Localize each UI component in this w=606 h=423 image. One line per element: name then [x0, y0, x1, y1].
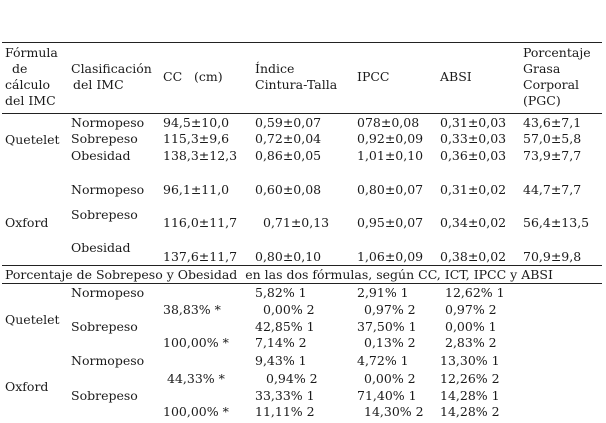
s2-o-ict-4: 11,11% 2 [255, 404, 315, 419]
o-obes-cc: 137,6±11,7 [163, 249, 238, 264]
s2-q-ipcc-1: 2,91% 1 [357, 285, 409, 300]
s2-q-absi-3: 0,00% 1 [445, 319, 497, 334]
q-sobre-cc: 115,3±9,6 [163, 131, 230, 146]
s2-q-absi-2: 0,97% 2 [445, 302, 497, 317]
s2-q-cc-1: 38,83% * [163, 302, 221, 317]
s2-q-ict-1: 5,82% 1 [255, 285, 307, 300]
s2-q-normo: Normopeso [71, 285, 145, 300]
oxford-label: Oxford [5, 215, 49, 230]
s2-q-absi-1: 12,62% 1 [445, 285, 505, 300]
o-sobre-absi: 0,34±0,02 [440, 215, 507, 230]
o-normo-ipcc: 0,80±0,07 [357, 182, 424, 197]
top-rule [2, 42, 602, 43]
s2-q-cc-2: 100,00% * [163, 335, 229, 350]
quetelet-label: Quetelet [5, 132, 60, 147]
o-sobre-pgc: 56,4±13,5 [523, 215, 590, 230]
q-normo-pgc: 43,6±7,1 [523, 115, 582, 130]
o-normo-pgc: 44,7±7,7 [523, 182, 582, 197]
o-obes-ipcc: 1,06±0,09 [357, 249, 424, 264]
s2-o-ict-3: 33,33% 1 [255, 388, 315, 403]
s2-q-absi-4: 2,83% 2 [445, 335, 497, 350]
q-sobre-ict: 0,72±0,04 [255, 131, 322, 146]
header-pgc-4: (PGC) [523, 93, 561, 108]
q-sobre-class: Sobrepeso [71, 131, 138, 146]
q-obes-cc: 138,3±12,3 [163, 148, 238, 163]
s2-o-ipcc-4: 14,30% 2 [364, 404, 424, 419]
o-sobre-class: Sobrepeso [71, 207, 138, 222]
header-classification-1: Clasificación [71, 61, 152, 76]
s2-o-absi-2: 12,26% 2 [440, 371, 500, 386]
o-obes-pgc: 70,9±9,8 [523, 249, 582, 264]
o-normo-ict: 0,60±0,08 [255, 182, 322, 197]
header-pgc-3: Corporal [523, 77, 580, 92]
s2-o-normo: Normopeso [71, 353, 145, 368]
section2-title-rule [2, 283, 602, 284]
q-obes-ipcc: 1,01±0,10 [357, 148, 424, 163]
s2-q-ipcc-3: 37,50% 1 [357, 319, 417, 334]
s2-o-ipcc-2: 0,00% 2 [364, 371, 416, 386]
s2-q-ict-4: 7,14% 2 [255, 335, 307, 350]
s2-q-ict-3: 42,85% 1 [255, 319, 315, 334]
s2-q-ict-2: 0,00% 2 [263, 302, 315, 317]
header-ipcc: IPCC [357, 69, 390, 84]
header-ict-2: Cintura-Talla [255, 77, 338, 92]
o-obes-ict: 0,80±0,10 [255, 249, 322, 264]
q-obes-class: Obesidad [71, 148, 131, 163]
q-obes-pgc: 73,9±7,7 [523, 148, 582, 163]
s2-o-absi-3: 14,28% 1 [440, 388, 500, 403]
s2-q-ipcc-2: 0,97% 2 [364, 302, 416, 317]
o-sobre-cc: 116,0±11,7 [163, 215, 238, 230]
header-cc: CC (cm) [163, 69, 223, 84]
header-formula-3: cálculo [5, 77, 51, 92]
header-ict-1: Índice [255, 61, 295, 76]
o-obes-class: Obesidad [71, 240, 131, 255]
header-pgc-2: Grasa [523, 61, 561, 76]
s2-o-ipcc-1: 4,72% 1 [357, 353, 409, 368]
header-formula-2: de [12, 61, 28, 76]
q-normo-ict: 0,59±0,07 [255, 115, 322, 130]
q-obes-absi: 0,36±0,03 [440, 148, 507, 163]
q-sobre-ipcc: 0,92±0,09 [357, 131, 424, 146]
o-obes-absi: 0,38±0,02 [440, 249, 507, 264]
q-sobre-absi: 0,33±0,03 [440, 131, 507, 146]
o-normo-class: Normopeso [71, 182, 145, 197]
header-classification-2: del IMC [73, 77, 124, 92]
s2-quetelet-label: Quetelet [5, 312, 60, 327]
q-normo-absi: 0,31±0,03 [440, 115, 507, 130]
o-normo-absi: 0,31±0,02 [440, 182, 507, 197]
section2-title: Porcentaje de Sobrepeso y Obesidad en la… [5, 267, 553, 282]
s2-o-absi-1: 13,30% 1 [440, 353, 500, 368]
s2-o-cc-1: 44,33% * [167, 371, 225, 386]
header-formula-1: Fórmula [5, 45, 58, 60]
s2-q-sobre: Sobrepeso [71, 319, 138, 334]
s2-q-ipcc-4: 0,13% 2 [364, 335, 416, 350]
q-sobre-pgc: 57,0±5,8 [523, 131, 582, 146]
header-bottom-rule [2, 113, 602, 114]
o-normo-cc: 96,1±11,0 [163, 182, 230, 197]
header-absi: ABSI [440, 69, 472, 84]
s2-o-sobre: Sobrepeso [71, 388, 138, 403]
q-normo-ipcc: 078±0,08 [357, 115, 420, 130]
o-sobre-ict: 0,71±0,13 [263, 215, 330, 230]
header-formula-4: del IMC [5, 93, 56, 108]
s2-o-ict-2: 0,94% 2 [266, 371, 318, 386]
s2-o-cc-2: 100,00% * [163, 404, 229, 419]
o-sobre-ipcc: 0,95±0,07 [357, 215, 424, 230]
q-obes-ict: 0,86±0,05 [255, 148, 322, 163]
s2-o-ipcc-3: 71,40% 1 [357, 388, 417, 403]
header-pgc-1: Porcentaje [523, 45, 591, 60]
q-normo-cc: 94,5±10,0 [163, 115, 230, 130]
s2-o-absi-4: 14,28% 2 [440, 404, 500, 419]
s2-oxford-label: Oxford [5, 379, 49, 394]
s2-o-ict-1: 9,43% 1 [255, 353, 307, 368]
q-normo-class: Normopeso [71, 115, 145, 130]
section2-top-rule [2, 265, 602, 266]
